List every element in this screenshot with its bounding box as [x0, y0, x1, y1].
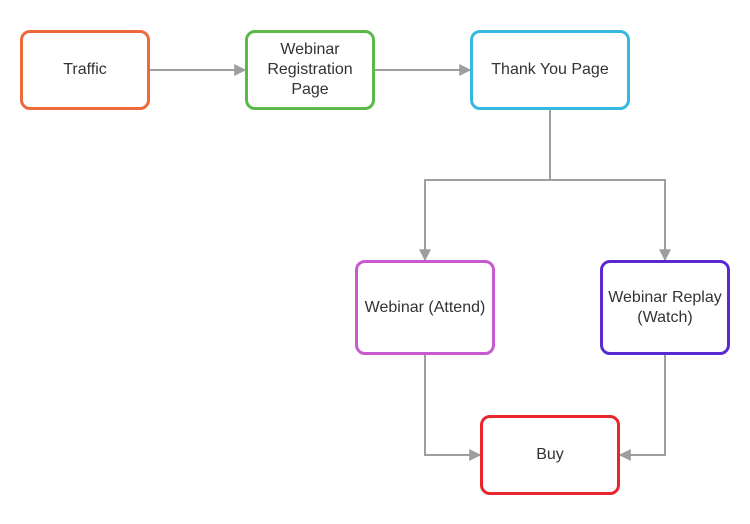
node-label: Webinar (Attend)	[365, 298, 486, 318]
node-traffic: Traffic	[20, 30, 150, 110]
edge-thankyou-to-attend	[425, 110, 550, 260]
node-label: Webinar Registration Page	[252, 40, 368, 100]
edge-thankyou-to-replay	[550, 110, 665, 260]
node-replay: Webinar Replay (Watch)	[600, 260, 730, 355]
node-label: Buy	[536, 445, 564, 465]
node-label: Traffic	[63, 60, 107, 80]
node-buy: Buy	[480, 415, 620, 495]
node-register: Webinar Registration Page	[245, 30, 375, 110]
node-label: Thank You Page	[491, 60, 608, 80]
flowchart-canvas: Traffic Webinar Registration Page Thank Yo…	[0, 0, 750, 524]
edge-attend-to-buy	[425, 355, 480, 455]
node-attend: Webinar (Attend)	[355, 260, 495, 355]
edge-replay-to-buy	[620, 355, 665, 455]
node-thankyou: Thank You Page	[470, 30, 630, 110]
node-label: Webinar Replay (Watch)	[607, 288, 723, 328]
